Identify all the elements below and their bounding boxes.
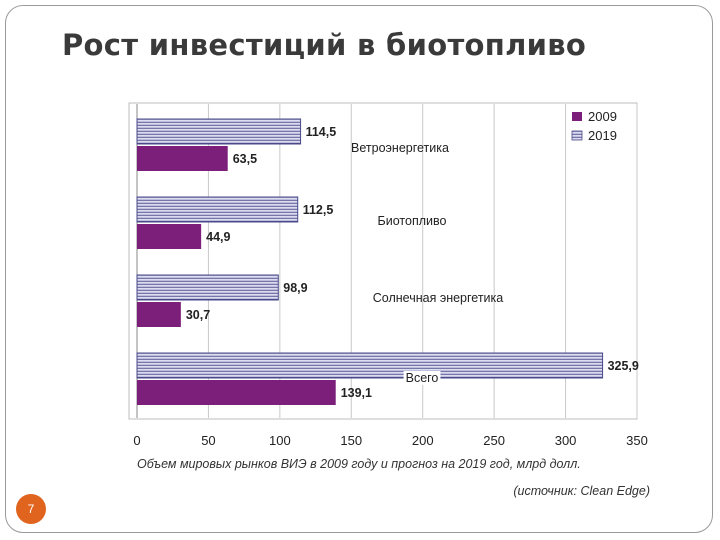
x-tick-label: 300 xyxy=(555,433,577,448)
x-tick-label: 50 xyxy=(201,433,215,448)
legend-label-2019: 2019 xyxy=(588,128,617,143)
data-label-2019: 112,5 xyxy=(303,203,334,217)
page-number-badge: 7 xyxy=(16,494,46,524)
x-tick-label: 100 xyxy=(269,433,291,448)
x-tick-label: 350 xyxy=(626,433,648,448)
chart-caption: Объем мировых рынков ВИЭ в 2009 году и п… xyxy=(137,457,581,471)
x-tick-label: 150 xyxy=(340,433,362,448)
data-label-2009: 30,7 xyxy=(186,308,210,322)
bar-2019 xyxy=(136,196,299,223)
x-tick-label: 200 xyxy=(412,433,434,448)
category-label-background xyxy=(403,371,441,385)
legend: 2009 2019 xyxy=(571,109,617,143)
x-tick-label: 0 xyxy=(133,433,140,448)
data-label-2009: 139,1 xyxy=(341,386,372,400)
category-label: Всего xyxy=(406,371,439,385)
category-label: Биотопливо xyxy=(378,214,447,228)
slide-frame xyxy=(5,5,713,533)
bar-2009 xyxy=(137,302,181,327)
x-tick-label: 250 xyxy=(483,433,505,448)
slide-title: Рост инвестиций в биотопливо xyxy=(62,28,587,62)
bar-2009 xyxy=(137,380,336,405)
source-note: (источник: Clean Edge) xyxy=(513,484,650,498)
data-label-2019: 325,9 xyxy=(608,359,639,373)
data-label-2019: 98,9 xyxy=(283,281,307,295)
bar-2019 xyxy=(136,352,604,379)
data-label-2009: 63,5 xyxy=(233,152,257,166)
data-label-2019: 114,5 xyxy=(306,125,337,139)
bar-2019 xyxy=(136,118,302,145)
data-label-2009: 44,9 xyxy=(206,230,230,244)
legend-label-2009: 2009 xyxy=(588,109,617,124)
bar-2009 xyxy=(137,146,228,171)
legend-swatch-2009 xyxy=(572,112,582,121)
category-label: Ветроэнергетика xyxy=(351,141,449,155)
bar-2009 xyxy=(137,224,202,249)
category-label: Солнечная энергетика xyxy=(373,291,504,305)
legend-swatch-2019 xyxy=(571,130,583,141)
bar-2019 xyxy=(136,274,279,301)
